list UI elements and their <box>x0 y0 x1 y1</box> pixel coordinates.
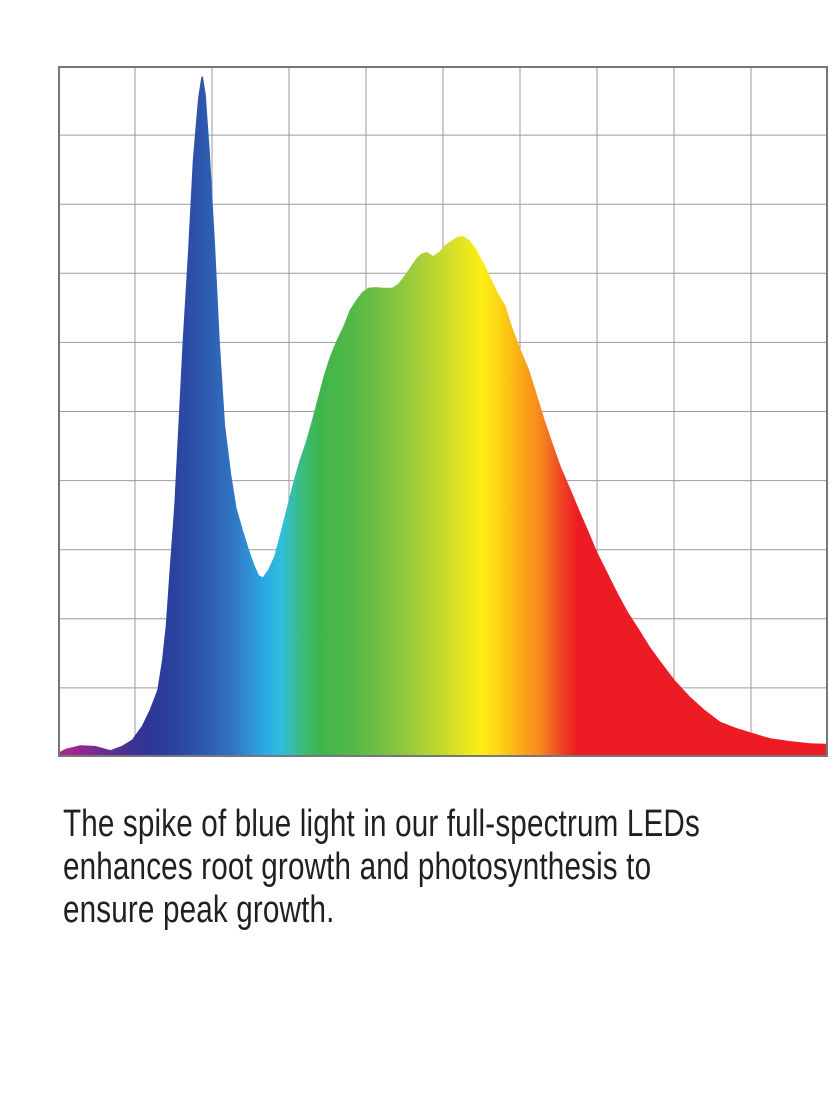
spectrum-area <box>58 75 828 757</box>
caption-line: The spike of blue light in our full-spec… <box>63 803 700 845</box>
spectrum-chart <box>58 66 828 757</box>
chart-border <box>58 66 828 757</box>
caption-line: enhances root growth and photosynthesis … <box>63 846 652 888</box>
caption-line: ensure peak growth. <box>63 889 335 931</box>
spectrum-svg <box>58 66 828 757</box>
caption: The spike of blue light in our full-spec… <box>63 803 796 932</box>
